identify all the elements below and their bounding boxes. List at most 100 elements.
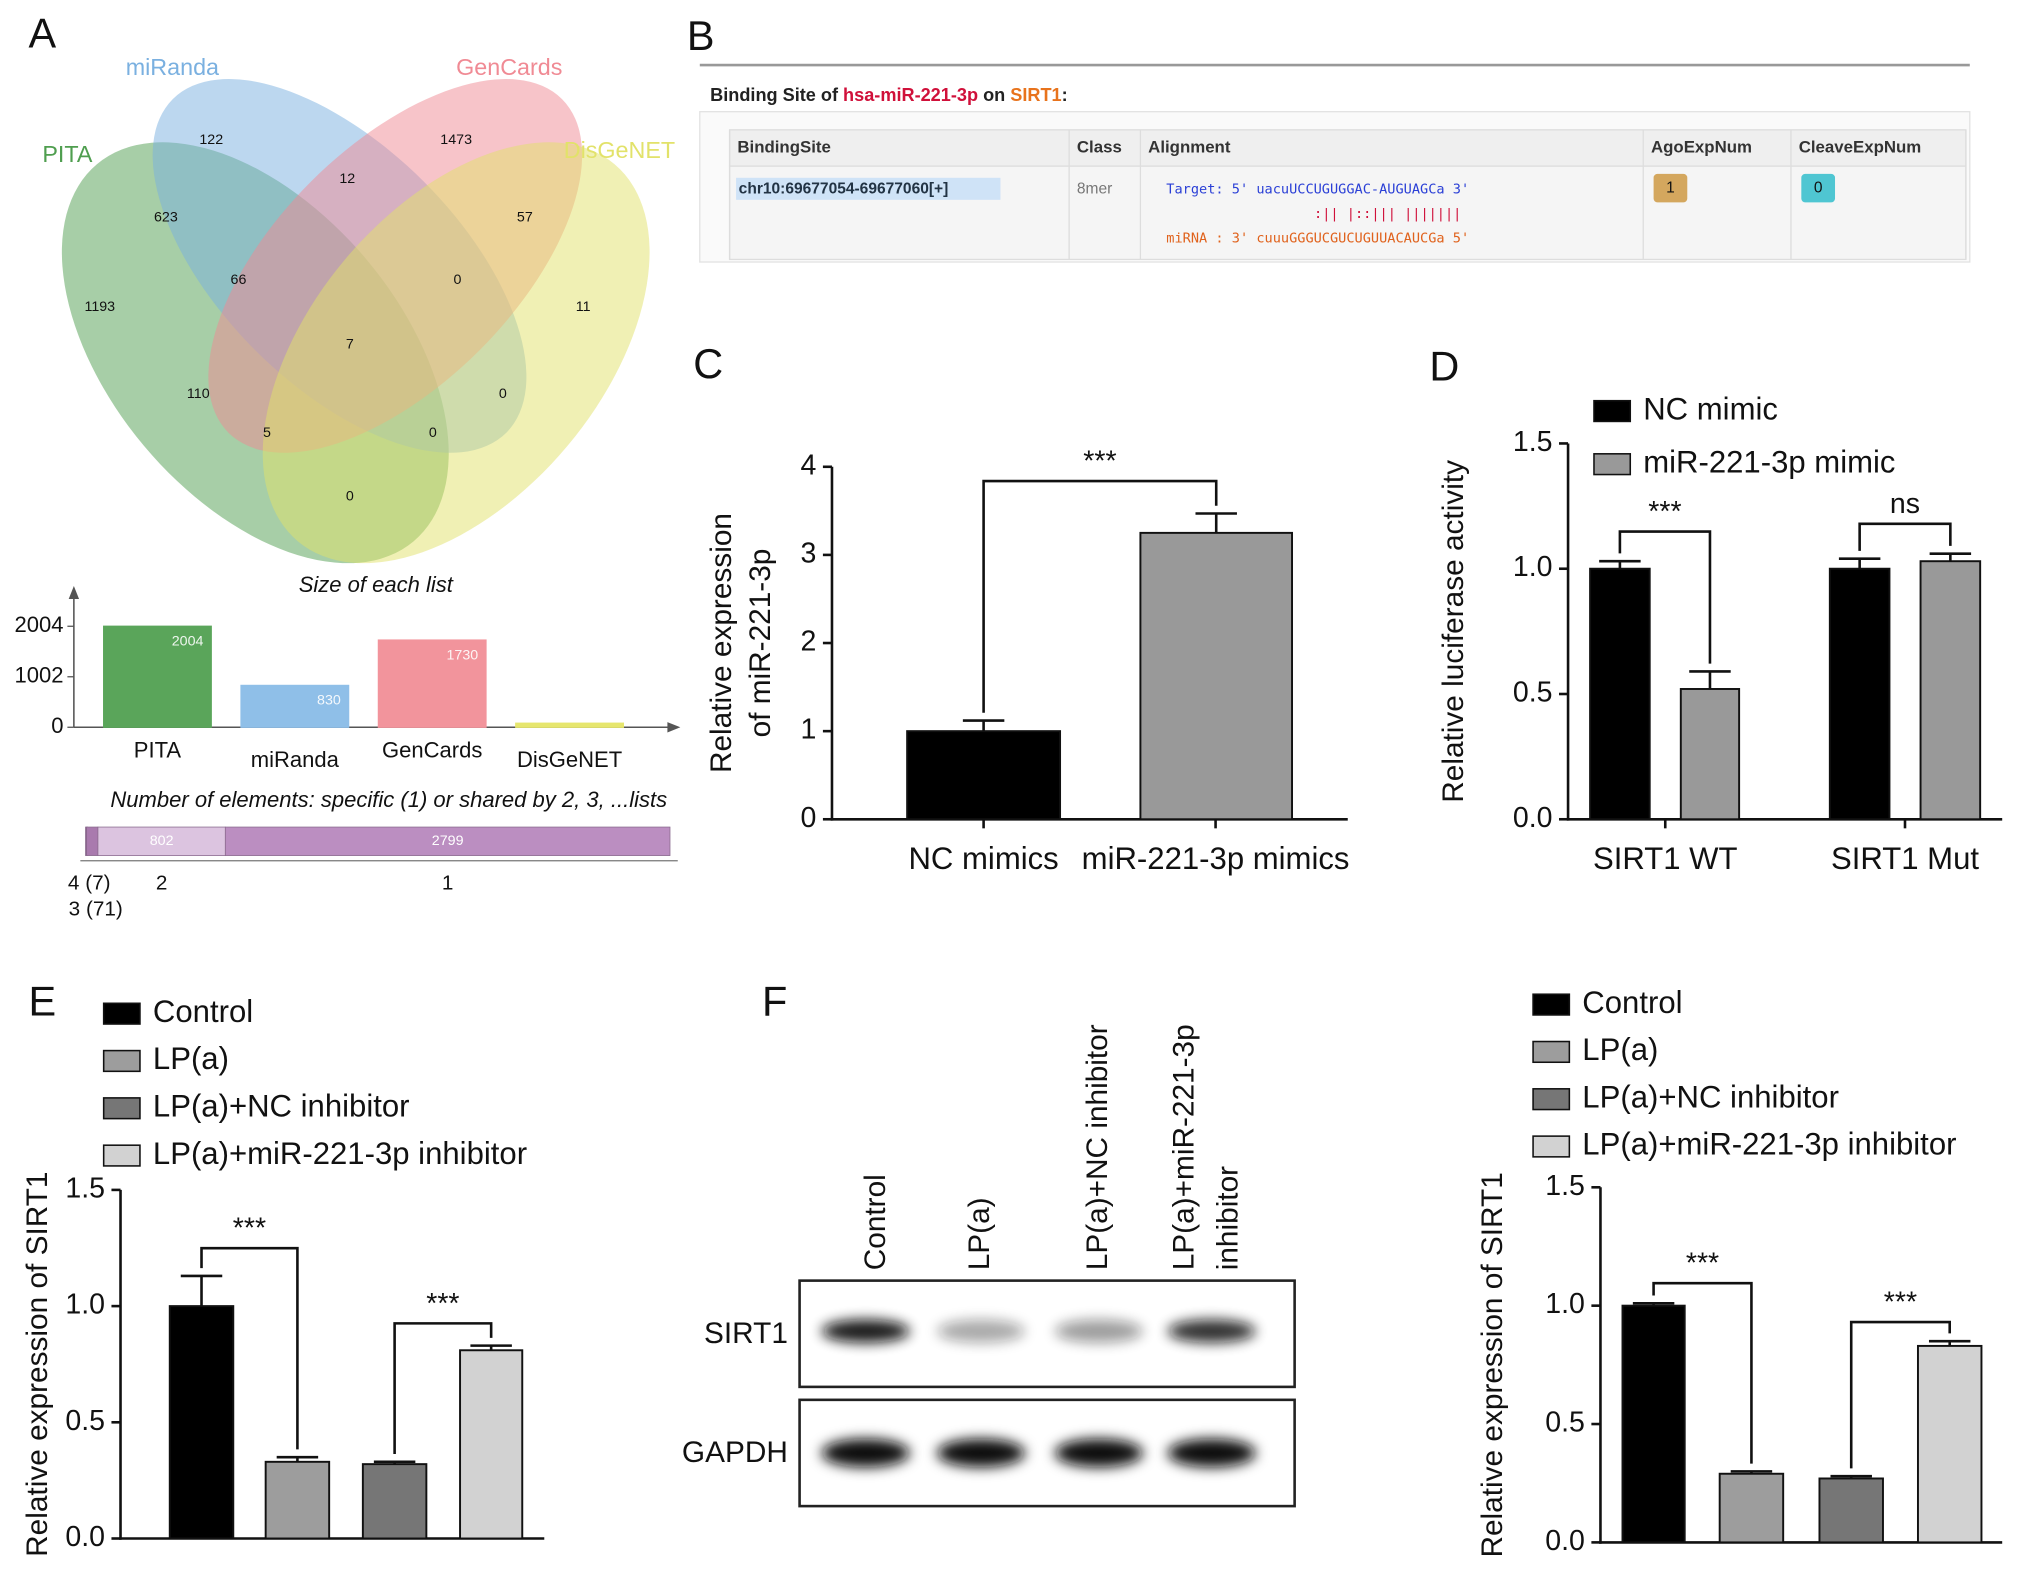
significance-bracket <box>393 1322 493 1455</box>
legend-label: NC mimic <box>1643 391 1778 426</box>
badge <box>1801 173 1836 203</box>
table-title: Binding Site of hsa-miR-221-3p on SIRT1: <box>710 85 1068 105</box>
bar <box>240 684 350 728</box>
legend-swatch <box>102 1144 141 1167</box>
legend-label: LP(a)+miR-221-3p inhibitor <box>153 1136 527 1171</box>
error-bar <box>1838 557 1881 569</box>
legend-label: miR-221-3p mimic <box>1643 444 1895 479</box>
column-header: BindingSite <box>737 137 830 156</box>
x-tick-label: GenCards <box>382 738 482 763</box>
venn-set <box>262 142 650 564</box>
y-tick-label: 0.5 <box>65 1405 105 1437</box>
value-label: 830 <box>317 693 341 709</box>
segment-label: 4 (7) <box>68 872 111 895</box>
y-tick-label: 1.5 <box>65 1172 105 1204</box>
bar-segment <box>97 826 226 856</box>
legend-swatch <box>102 1049 141 1073</box>
significance-label: *** <box>233 1213 266 1245</box>
highlight <box>736 177 1001 200</box>
binding-site: chr10:69677054-69677060[+] <box>739 181 949 198</box>
significance-label: ns <box>1890 488 1920 520</box>
legend-swatch <box>102 1097 141 1120</box>
legend-label: LP(a)+NC inhibitor <box>1582 1079 1839 1114</box>
legend-label: Control <box>153 994 253 1029</box>
y-tick-label: 2004 <box>15 612 64 637</box>
venn-count: 7 <box>346 337 354 353</box>
lane-label: LP(a)+miR-221-3p <box>1168 1024 1201 1270</box>
venn-set-label: miRanda <box>126 54 219 80</box>
lane-label: Control <box>859 1174 892 1270</box>
axis-arrow <box>68 586 80 599</box>
bar <box>1718 1472 1785 1544</box>
venn-set-label: DisGeNET <box>564 137 675 163</box>
venn-count: 66 <box>231 272 247 288</box>
y-tick-label: 0.0 <box>1513 802 1553 834</box>
bar <box>1621 1304 1686 1544</box>
x-tick-label: SIRT1 Mut <box>1831 841 1979 876</box>
title-part: : <box>1062 85 1068 105</box>
bar <box>515 722 624 728</box>
x-tick-label: miR-221-3p mimics <box>1082 841 1350 876</box>
band <box>936 1438 1026 1468</box>
legend-swatch <box>1593 399 1632 423</box>
title-part: Binding Site of <box>710 85 843 105</box>
class-cell: 8mer <box>1077 181 1112 198</box>
lane-label: inhibitor <box>1212 1166 1245 1270</box>
chart-title: Size of each list <box>299 572 454 597</box>
bar <box>377 639 487 728</box>
bar <box>1818 1477 1884 1544</box>
title-part: hsa-miR-221-3p <box>843 85 978 105</box>
y-tick-label: 0 <box>51 713 63 738</box>
venn-count: 57 <box>517 210 533 226</box>
lane-label: LP(a) <box>963 1197 996 1270</box>
x-tick-label: DisGeNET <box>517 747 622 772</box>
y-tick-label: 0.0 <box>1545 1525 1585 1557</box>
band <box>821 1319 910 1343</box>
alignment-line: :|| |::||| ||||||| <box>1314 206 1461 222</box>
badge <box>1653 173 1688 203</box>
venn-count: 5 <box>263 425 271 441</box>
x-tick-label: SIRT1 WT <box>1593 841 1738 876</box>
venn-count: 11 <box>576 299 591 315</box>
y-tick-label: 0.5 <box>1513 677 1553 709</box>
column-header: AgoExpNum <box>1651 137 1752 156</box>
legend-label: LP(a) <box>1582 1032 1658 1067</box>
legend-swatch <box>1593 453 1632 476</box>
significance-bracket <box>982 479 1218 713</box>
legend-swatch <box>102 1002 141 1025</box>
venn-count: 1473 <box>440 132 472 148</box>
y-tick-label: 0.0 <box>65 1521 105 1553</box>
segment-label: 3 (71) <box>69 897 123 920</box>
venn-count: 12 <box>339 171 355 187</box>
band <box>1054 1319 1143 1343</box>
significance-bracket <box>1618 530 1712 664</box>
error-bar <box>276 1455 319 1462</box>
y-tick-label: 1 <box>801 714 817 746</box>
bar <box>1589 567 1651 821</box>
panel-label: B <box>687 12 715 59</box>
y-tick-label: 0.5 <box>1545 1407 1585 1439</box>
value-label: 2004 <box>172 634 204 650</box>
venn-count: 0 <box>346 488 354 504</box>
legend-swatch <box>1532 993 1571 1016</box>
venn-count: 0 <box>429 425 437 441</box>
y-axis-label: Relative luciferase activity <box>1437 460 1470 803</box>
significance-label: *** <box>1686 1248 1719 1280</box>
bar <box>103 625 212 728</box>
error-bar <box>1195 512 1237 533</box>
venn-set-label: GenCards <box>456 54 562 80</box>
y-tick-label: 2 <box>801 626 817 658</box>
axis-arrow <box>667 722 681 733</box>
bar <box>264 1460 331 1540</box>
venn-count: 623 <box>154 210 178 226</box>
cleave-exp-num: 0 <box>1814 179 1823 196</box>
segment-label: 2 <box>156 872 168 895</box>
y-tick-label: 1.5 <box>1513 426 1553 458</box>
ago-exp-num: 1 <box>1666 179 1675 196</box>
segment-label: 1 <box>442 872 454 895</box>
chart-title: Number of elements: specific (1) or shar… <box>110 787 667 812</box>
row-label: GAPDH <box>682 1436 788 1469</box>
y-tick-label: 1.5 <box>1545 1170 1585 1202</box>
error-bar <box>1928 1339 1971 1346</box>
